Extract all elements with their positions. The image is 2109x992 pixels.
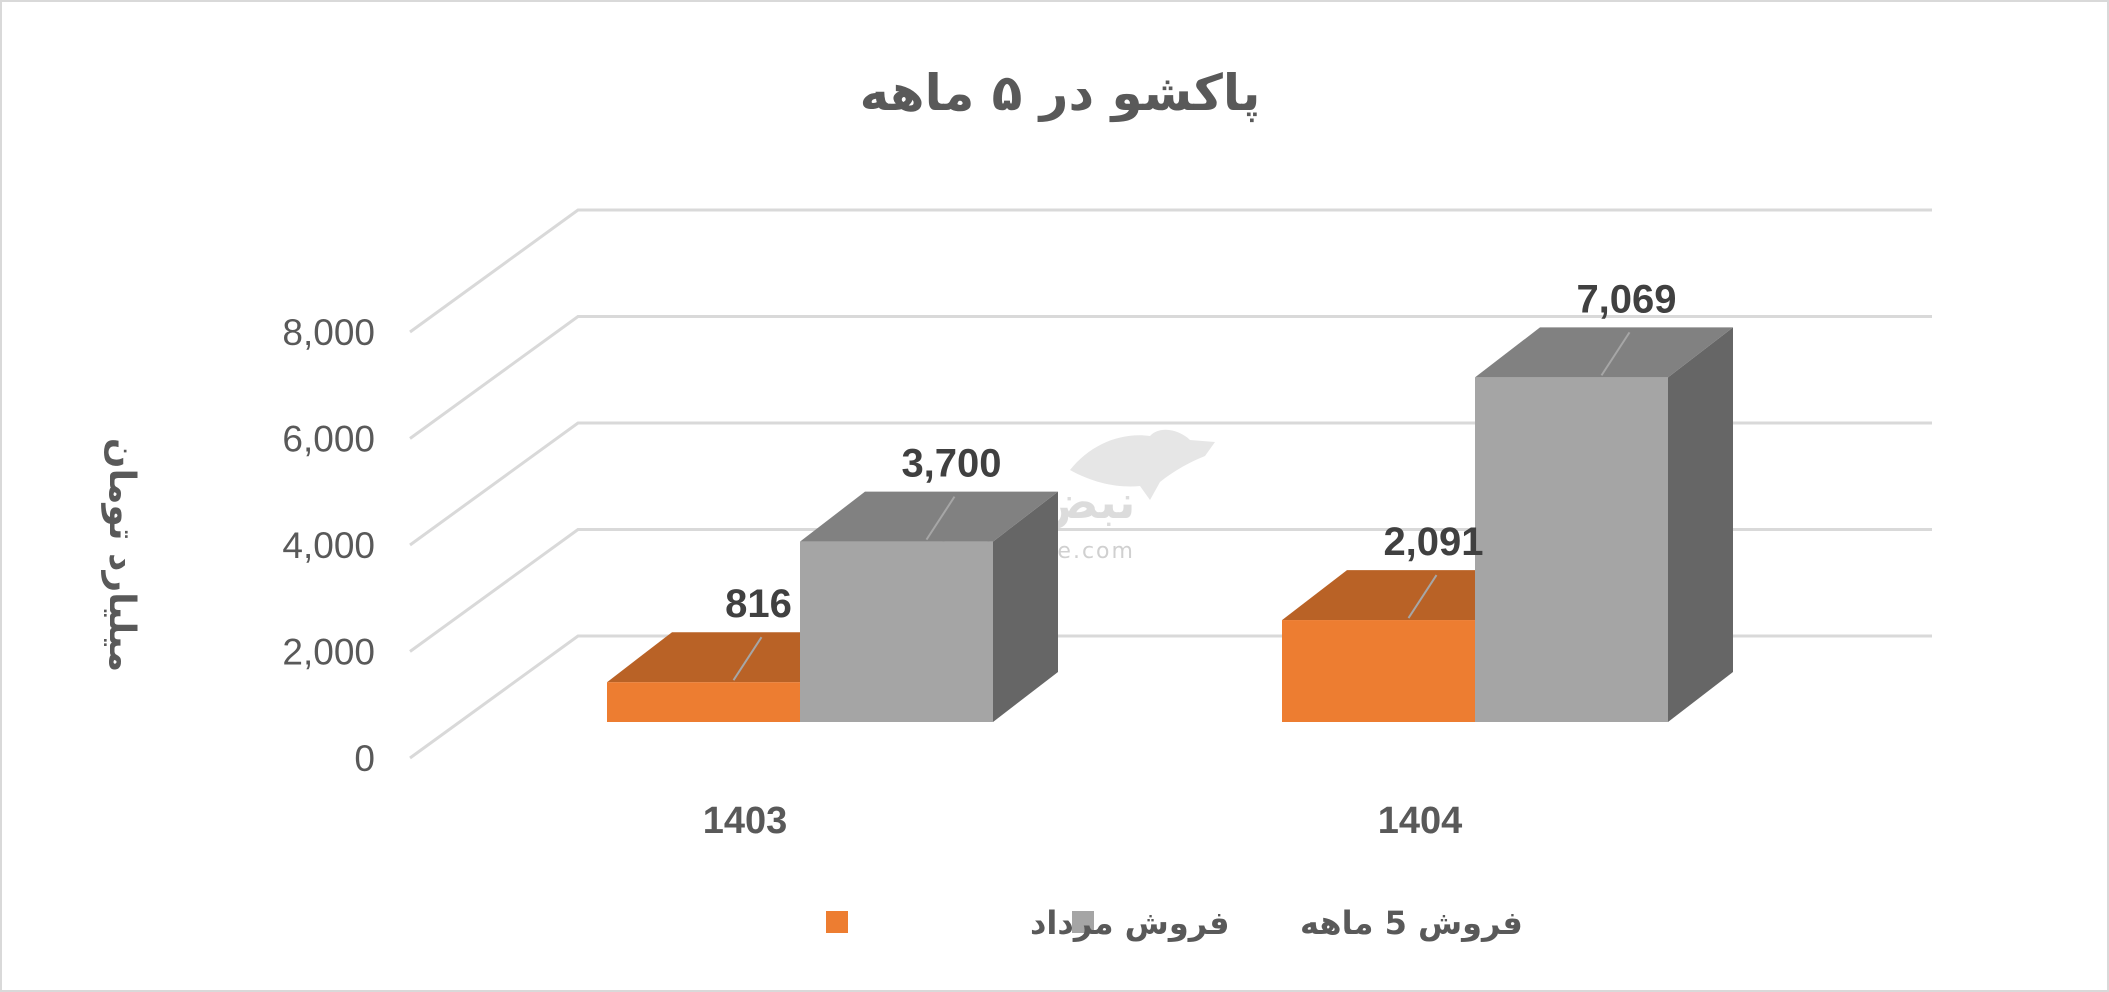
- y-tick-label: 6,000: [282, 419, 375, 460]
- y-axis-ticks: 0 2,000 4,000 6,000 8,000: [282, 312, 375, 779]
- legend-swatch-series-2: [1072, 911, 1094, 933]
- legend: فروش 5 ماهه فروش مرداد: [826, 904, 1523, 942]
- watermark-bull-icon: [1070, 429, 1215, 500]
- data-label-leader: [1407, 574, 1438, 619]
- data-labels: 816 3,700 2,091 7,069: [725, 277, 1677, 681]
- bar-1404-mordad: [1282, 620, 1475, 722]
- bar-side-face: [1668, 327, 1733, 722]
- y-axis-label: میلیارد تومان: [101, 438, 142, 672]
- bar-1403-mordad: [607, 682, 800, 722]
- bar-top-face: [800, 491, 1058, 542]
- gridline: [409, 315, 1932, 440]
- legend-label-series-2: فروش 5 ماهه: [1300, 904, 1523, 942]
- bars: [607, 327, 1733, 722]
- y-tick-label: 4,000: [282, 525, 375, 566]
- y-tick-label: 2,000: [282, 632, 375, 673]
- x-axis-ticks: 1403 1404: [703, 800, 1463, 842]
- bar-1403-5-month: [800, 541, 993, 722]
- data-label: 2,091: [1383, 520, 1483, 564]
- data-label: 7,069: [1576, 277, 1676, 321]
- legend-label-series-1: فروش مرداد: [1030, 904, 1230, 942]
- data-label-leader: [732, 636, 763, 681]
- bar-top-face: [1475, 327, 1733, 378]
- data-label-leader: [925, 496, 956, 541]
- data-label: 816: [725, 582, 792, 626]
- y-tick-label: 8,000: [282, 312, 375, 353]
- y-tick-label: 0: [354, 738, 375, 779]
- bar-1404-5-month: [1475, 377, 1668, 722]
- x-tick-label: 1404: [1378, 800, 1463, 842]
- gridline: [409, 208, 1932, 334]
- data-label: 3,700: [901, 442, 1001, 486]
- legend-swatch-series-1: [826, 911, 848, 933]
- x-tick-label: 1403: [703, 800, 788, 842]
- chart-title: پاکشو در ۵ ماهه: [860, 64, 1261, 123]
- data-label-leader: [1600, 331, 1631, 376]
- bar-side-face: [993, 491, 1058, 722]
